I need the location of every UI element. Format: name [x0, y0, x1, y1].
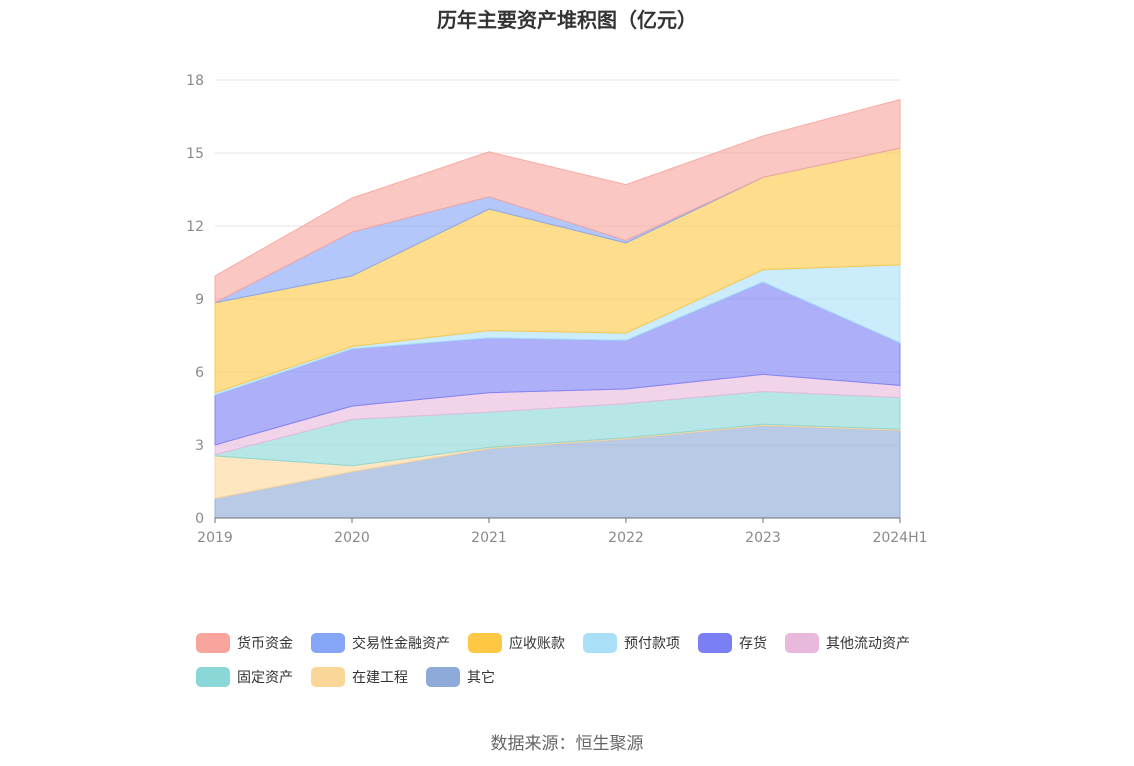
- x-tick-label: 2023: [745, 530, 781, 546]
- legend-item[interactable]: 固定资产: [196, 664, 293, 690]
- legend-swatch: [583, 633, 617, 653]
- legend-label: 货币资金: [237, 636, 293, 652]
- x-tick-label: 2021: [471, 530, 507, 546]
- legend-label: 应收账款: [509, 636, 565, 652]
- legend-item[interactable]: 应收账款: [468, 630, 565, 656]
- legend-label: 存货: [739, 636, 767, 652]
- legend-row: 货币资金 交易性金融资产 应收账款 预付款项 存货 其他流动资产固定资产 在建工程 其它: [196, 630, 956, 698]
- axes: 0 3 6 9 12 15 18 2019 2020 2021 2022 2023 2024H1: [186, 73, 927, 546]
- legend-item[interactable]: 其它: [426, 664, 495, 690]
- legend-item[interactable]: 在建工程: [311, 664, 408, 690]
- y-tick-label: 3: [195, 438, 204, 454]
- x-tick-label: 2019: [197, 530, 233, 546]
- legend-label: 其它: [467, 670, 495, 686]
- legend-swatch: [426, 667, 460, 687]
- y-tick-label: 15: [186, 146, 204, 162]
- x-tick-label: 2022: [608, 530, 644, 546]
- chart-title: 历年主要资产堆积图（亿元）: [437, 8, 697, 32]
- x-tick-label: 2020: [334, 530, 370, 546]
- data-source-note: 数据来源：恒生聚源: [490, 734, 644, 754]
- y-tick-label: 9: [195, 292, 204, 308]
- y-tick-label: 12: [186, 219, 204, 235]
- x-tick-label: 2024H1: [872, 530, 927, 546]
- legend-swatch: [698, 633, 732, 653]
- legend-item[interactable]: 其他流动资产: [785, 630, 910, 656]
- legend: 货币资金 交易性金融资产 应收账款 预付款项 存货 其他流动资产固定资产 在建工程 其它: [196, 630, 956, 698]
- area-series-layer: [214, 98, 901, 519]
- area-货币资金: [214, 98, 901, 304]
- legend-swatch: [196, 633, 230, 653]
- legend-swatch: [196, 667, 230, 687]
- legend-swatch: [785, 633, 819, 653]
- legend-item[interactable]: 货币资金: [196, 630, 293, 656]
- legend-item[interactable]: 交易性金融资产: [311, 630, 450, 656]
- legend-label: 交易性金融资产: [352, 636, 450, 652]
- legend-label: 其他流动资产: [826, 636, 910, 652]
- y-tick-label: 6: [195, 365, 204, 381]
- y-tick-label: 18: [186, 73, 204, 89]
- legend-swatch: [311, 633, 345, 653]
- y-tick-label: 0: [195, 511, 204, 527]
- legend-label: 固定资产: [237, 670, 293, 686]
- legend-swatch: [311, 667, 345, 687]
- legend-label: 预付款项: [624, 636, 680, 652]
- legend-label: 在建工程: [352, 670, 408, 686]
- legend-swatch: [468, 633, 502, 653]
- legend-item[interactable]: 存货: [698, 630, 767, 656]
- legend-item[interactable]: 预付款项: [583, 630, 680, 656]
